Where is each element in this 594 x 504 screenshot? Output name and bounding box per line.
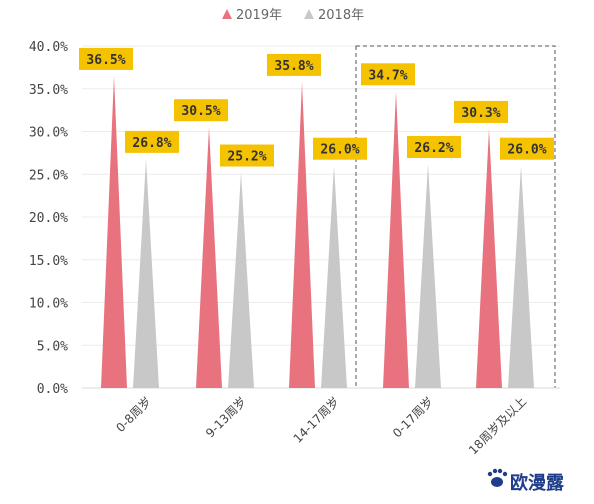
data-label-bg	[500, 137, 554, 160]
legend: 2019年 2018年	[222, 8, 364, 23]
y-tick-label: 35.0%	[29, 83, 68, 98]
y-tick-label: 25.0%	[29, 168, 68, 183]
data-label-bg	[267, 53, 321, 76]
y-tick-label: 10.0%	[29, 297, 68, 312]
data-label: 26.0%	[507, 143, 546, 158]
data-label: 25.2%	[227, 150, 266, 165]
data-label: 26.0%	[320, 143, 359, 158]
data-label: 35.8%	[274, 59, 313, 74]
data-label-bg	[313, 137, 367, 160]
y-tick-label: 15.0%	[29, 254, 68, 269]
bar-2019	[383, 91, 409, 388]
bar-2018	[228, 172, 254, 388]
data-label-bg	[407, 135, 461, 158]
y-tick-label: 40.0%	[29, 40, 68, 55]
watermark: 欧漫露	[487, 468, 565, 494]
category-label: 14-17周岁	[290, 394, 342, 446]
category-label: 0-17周岁	[389, 394, 436, 441]
bar-2019	[476, 128, 502, 388]
legend-label: 2018年	[318, 8, 364, 23]
bar-2018	[508, 165, 534, 388]
data-label: 34.7%	[368, 68, 407, 83]
data-label: 26.2%	[414, 141, 453, 156]
legend-label: 2019年	[236, 8, 282, 23]
data-label: 26.8%	[132, 136, 171, 151]
data-label: 30.3%	[461, 106, 500, 121]
legend-marker-2018	[304, 9, 314, 19]
category-label: 18周岁及以上	[465, 394, 529, 458]
bar-2018	[415, 163, 441, 388]
x-axis-labels: 0-8周岁 9-13周岁 14-17周岁 0-17周岁 18周岁及以上	[113, 394, 529, 458]
data-label-bg	[454, 100, 508, 123]
data-label: 36.5%	[86, 53, 125, 68]
bar-2018	[133, 158, 159, 388]
category-label: 9-13周岁	[202, 394, 249, 441]
data-label-bg	[174, 99, 228, 122]
watermark-text: 欧漫露	[510, 472, 565, 494]
legend-marker-2019	[222, 9, 232, 19]
data-label-bg	[361, 63, 415, 86]
y-tick-label: 0.0%	[37, 382, 68, 397]
category-label: 0-8周岁	[113, 394, 154, 435]
data-label-bg	[79, 47, 133, 70]
bar-2019	[101, 75, 127, 389]
paw-icon	[487, 468, 508, 487]
data-labels: 36.5% 30.5% 35.8% 34.7% 30.3% 26.8% 25.2% 26.0%…	[79, 47, 554, 167]
y-axis: 0.0% 5.0% 10.0% 15.0% 20.0% 25.0% 30.0% 35.0% 40…	[29, 40, 560, 397]
bar-2019	[289, 81, 315, 388]
bars	[101, 75, 534, 389]
data-label-bg	[125, 130, 179, 153]
y-tick-label: 20.0%	[29, 211, 68, 226]
y-tick-label: 30.0%	[29, 126, 68, 141]
data-label: 30.5%	[181, 104, 220, 119]
y-tick-label: 5.0%	[37, 339, 68, 354]
data-label-bg	[220, 144, 274, 167]
bar-2019	[196, 127, 222, 388]
bar-2018	[321, 165, 347, 388]
